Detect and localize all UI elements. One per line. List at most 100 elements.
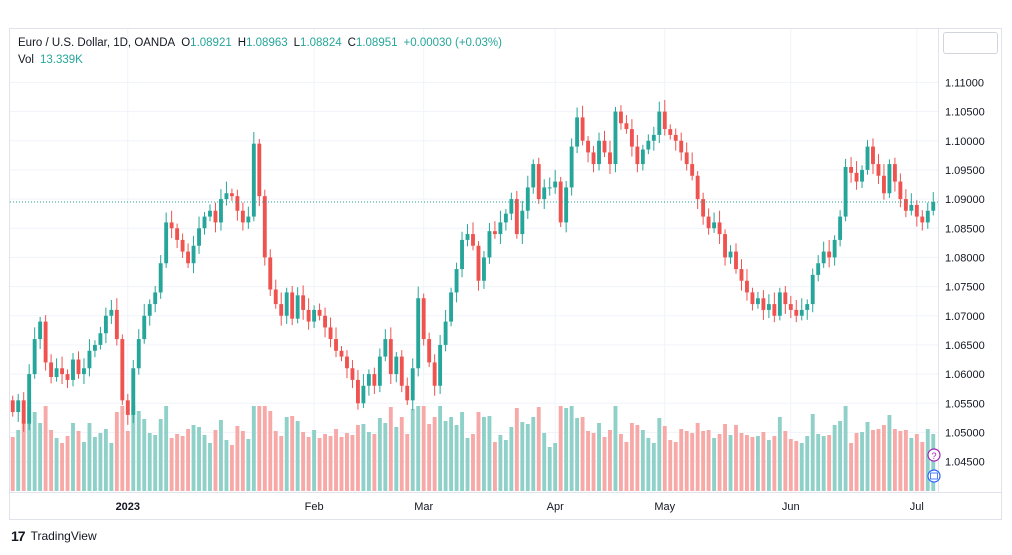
volume-bar — [920, 442, 925, 491]
candle-body — [229, 193, 234, 197]
volume-bar — [76, 431, 81, 491]
volume-bar — [520, 422, 525, 491]
candle-body — [43, 321, 48, 363]
x-tick-label: Jun — [782, 501, 800, 513]
candle-body — [799, 309, 804, 316]
x-tick-label: Feb — [305, 501, 324, 513]
volume-bar — [147, 433, 152, 491]
candle-body — [273, 289, 278, 305]
volume-bar — [301, 432, 306, 491]
volume-bar — [191, 425, 196, 491]
tradingview-logo-icon: 17 — [11, 528, 26, 544]
candle-body — [498, 222, 503, 235]
candle-body — [640, 149, 645, 165]
candle-body — [246, 216, 251, 223]
volume-bar — [290, 416, 295, 491]
volume-bar — [717, 434, 722, 491]
candle-body — [613, 111, 618, 165]
candle-body — [410, 368, 415, 401]
y-tick-label: 1.04500 — [945, 457, 985, 469]
volume-bar — [465, 438, 470, 491]
volume-bar — [794, 441, 799, 491]
volume-bar — [723, 424, 727, 491]
volume-bar — [821, 436, 826, 491]
volume-bar — [32, 412, 37, 491]
candle-body — [334, 339, 338, 351]
volume-bar — [306, 437, 311, 491]
volume-bar — [931, 434, 936, 491]
volume-bar — [87, 423, 92, 491]
volume-bar — [377, 418, 382, 491]
volume-row: Vol 13.339K — [18, 52, 502, 69]
candle-body — [657, 111, 662, 135]
volume-bar — [388, 407, 393, 491]
symbol-title[interactable]: Euro / U.S. Dollar, 1D, OANDA — [18, 37, 176, 49]
alert-icon[interactable] — [927, 448, 941, 462]
candle-body — [301, 295, 306, 310]
candle-body — [366, 374, 371, 386]
volume-bar — [739, 433, 744, 491]
candle-body — [608, 152, 612, 165]
grid-lines — [10, 29, 938, 492]
candle-body — [427, 339, 432, 363]
volume-bar — [575, 418, 580, 491]
time-axis[interactable]: 2023 Feb Mar Apr May Jun Jul — [116, 501, 924, 513]
y-tick-label: 1.10000 — [945, 136, 985, 148]
price-axis[interactable]: 1.11000 1.10500 1.10000 1.09500 1.09000 1.085… — [945, 77, 985, 468]
candle-body — [186, 251, 191, 264]
x-tick-label: Jul — [910, 501, 924, 513]
volume-bar — [569, 406, 574, 491]
x-tick-label: May — [654, 501, 675, 513]
volume-bar — [805, 436, 810, 491]
volume-label[interactable]: Vol — [18, 54, 34, 66]
scale-icons[interactable]: ? — [927, 448, 941, 483]
alert-icon-glyph: ? — [931, 451, 936, 461]
candle-body — [580, 117, 585, 141]
y-tick-label: 1.07000 — [945, 311, 985, 323]
candle-body — [482, 257, 486, 281]
y-tick-label: 1.09000 — [945, 194, 985, 206]
candle-body — [586, 140, 591, 153]
volume-bar — [777, 417, 782, 491]
candle-body — [476, 245, 481, 281]
candle-body — [509, 199, 514, 214]
candle-body — [213, 210, 218, 223]
candle-body — [662, 111, 667, 130]
tradingview-footer[interactable]: 17 TradingView — [11, 528, 97, 544]
volume-bar — [827, 435, 832, 491]
volume-bar — [613, 406, 618, 491]
volume-bar — [838, 421, 843, 491]
candle-body — [624, 123, 629, 130]
volume-bar — [164, 406, 169, 491]
y-tick-label: 1.08000 — [945, 252, 985, 264]
candle-body — [903, 199, 908, 211]
volume-bar — [262, 406, 267, 491]
price-scale-label-box[interactable] — [943, 32, 998, 54]
volume-bar — [586, 431, 591, 491]
volume-bar — [334, 429, 338, 491]
candle-body — [21, 400, 26, 424]
candle-body — [109, 309, 114, 316]
y-tick-label: 1.06500 — [945, 340, 985, 352]
volume-bar — [38, 423, 43, 491]
candle-body — [268, 257, 273, 290]
candle-body — [449, 292, 454, 322]
volume-bar — [646, 438, 651, 491]
volume-bar — [597, 423, 601, 491]
volume-bar — [799, 443, 804, 491]
volume-bar — [761, 432, 766, 491]
candle-body — [690, 164, 695, 176]
chart-legend: Euro / U.S. Dollar, 1D, OANDA O1.08921 H1.… — [18, 35, 502, 69]
calendar-icon[interactable] — [927, 469, 941, 483]
candle-body — [153, 292, 158, 305]
candle-body — [619, 111, 623, 124]
candle-body — [805, 304, 810, 310]
candle-body — [679, 140, 684, 153]
candle-body — [71, 359, 75, 380]
volume-bar — [410, 409, 415, 491]
candle-body — [547, 187, 552, 189]
candle-body — [10, 400, 15, 412]
volume-bar — [54, 438, 59, 491]
candle-body — [169, 222, 174, 229]
